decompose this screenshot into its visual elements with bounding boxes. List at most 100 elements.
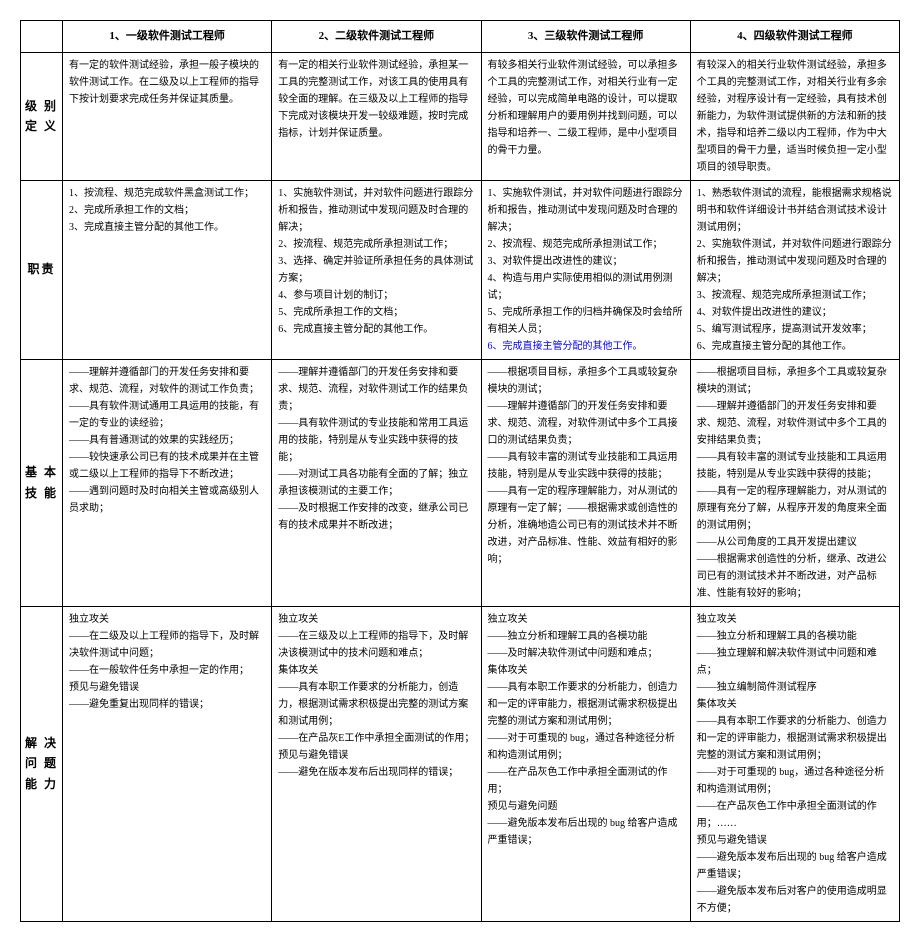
bs-c1-3: ——具有普通测试的效果的实践经历； bbox=[69, 432, 265, 449]
resp-c1-3: 3、完成直接主管分配的其他工作。 bbox=[69, 219, 265, 236]
solve-c2-t1: 独立攻关 bbox=[278, 611, 474, 628]
engineer-levels-table: 1、一级软件测试工程师 2、二级软件测试工程师 3、三级软件测试工程师 4、四级… bbox=[20, 20, 900, 922]
solve-c4-t3: 预见与避免错误 bbox=[697, 832, 893, 849]
header-level-2: 2、二级软件测试工程师 bbox=[272, 21, 481, 53]
solve-c4: 独立攻关 ——独立分析和理解工具的各模功能 ——独立理解和解决软件测试中问题和难… bbox=[690, 606, 899, 921]
bs-c4-3: ——具有较丰富的测试专业技能和工具运用技能，特别是从专业实践中获得的技能； bbox=[697, 449, 893, 483]
solve-c4-5: ——对于可重现的 bug，通过各种途径分析和构造测试用例； bbox=[697, 764, 893, 798]
row-basic-skill: 基 本 技 能 ——理解并遵循部门的开发任务安排和要求、规范、流程，对软件的测试… bbox=[21, 359, 900, 606]
basic-skill-c1: ——理解并遵循部门的开发任务安排和要求、规范、流程，对软件的测试工作负责； ——… bbox=[63, 359, 272, 606]
label-level-def: 级 别 定 义 bbox=[21, 52, 63, 180]
label-responsibility: 职责 bbox=[21, 180, 63, 359]
resp-c4-2: 2、实施软件测试，并对软件问题进行跟踪分析和报告，推动测试中发现问题及时合理的解… bbox=[697, 236, 893, 287]
solve-c1-t2: 预见与避免错误 bbox=[69, 679, 265, 696]
bs-c2-2: ——具有软件测试的专业技能和常用工具运用的技能，特别是从专业实践中获得的技能； bbox=[278, 415, 474, 466]
bs-c1-1: ——理解并遵循部门的开发任务安排和要求、规范、流程，对软件的测试工作负责； bbox=[69, 364, 265, 398]
resp-c2-1: 1、实施软件测试，并对软件问题进行跟踪分析和报告，推动测试中发现问题及时合理的解… bbox=[278, 185, 474, 236]
responsibility-c4: 1、熟悉软件测试的流程，能根据需求规格说明书和软件详细设计书并结合测试技术设计测… bbox=[690, 180, 899, 359]
bs-c4-2: ——理解并遵循部门的开发任务安排和要求、规范、流程，对软件测试中多个工具的安排结… bbox=[697, 398, 893, 449]
header-level-4: 4、四级软件测试工程师 bbox=[690, 21, 899, 53]
solve-c4-t2: 集体攻关 bbox=[697, 696, 893, 713]
solve-c3: 独立攻关 ——独立分析和理解工具的各模功能 ——及时解决软件测试中问题和难点； … bbox=[481, 606, 690, 921]
bs-c3-3: ——具有较丰富的测试专业技能和工具运用技能，特别是从专业实践中获得的技能； bbox=[488, 449, 684, 483]
resp-c3-4: 4、构造与用户实际使用相似的测试用例测试； bbox=[488, 270, 684, 304]
row-responsibility: 职责 1、按流程、规范完成软件黑盒测试工作； 2、完成所承担工作的文档； 3、完… bbox=[21, 180, 900, 359]
bs-c4-1: ——根据项目目标，承担多个工具或较复杂模块的测试； bbox=[697, 364, 893, 398]
resp-c4-6: 6、完成直接主管分配的其他工作。 bbox=[697, 338, 893, 355]
solve-c1-1: ——在二级及以上工程师的指导下，及时解决软件测试中问题； bbox=[69, 628, 265, 662]
basic-skill-c2: ——理解并遵循部门的开发任务安排和要求、规范、流程，对软件测试工作的结果负责； … bbox=[272, 359, 481, 606]
header-level-1: 1、一级软件测试工程师 bbox=[63, 21, 272, 53]
basic-skill-c4: ——根据项目目标，承担多个工具或较复杂模块的测试； ——理解并遵循部门的开发任务… bbox=[690, 359, 899, 606]
corner-cell bbox=[21, 21, 63, 53]
label-basic-skill: 基 本 技 能 bbox=[21, 359, 63, 606]
row-level-definition: 级 别 定 义 有一定的软件测试经验，承担一般子模块的软件测试工作。在二级及以上… bbox=[21, 52, 900, 180]
resp-c3-3: 3、对软件提出改进性的建议； bbox=[488, 253, 684, 270]
resp-c4-4: 4、对软件提出改进性的建议； bbox=[697, 304, 893, 321]
resp-c3-5: 5、完成所承担工作的归档并确保及时会给所有相关人员； bbox=[488, 304, 684, 338]
solve-c3-4: ——对于可重现的 bug，通过各种途径分析和构造测试用例； bbox=[488, 730, 684, 764]
resp-c3-1: 1、实施软件测试，并对软件问题进行跟踪分析和报告，推动测试中发现问题及时合理的解… bbox=[488, 185, 684, 236]
solve-c1-2: ——在一般软件任务中承担一定的作用； bbox=[69, 662, 265, 679]
resp-c2-4: 4、参与项目计划的制订； bbox=[278, 287, 474, 304]
solve-c3-t3: 预见与避免问题 bbox=[488, 798, 684, 815]
bs-c1-5: ——遇到问题时及时向相关主管或高级别人员求助； bbox=[69, 483, 265, 517]
bs-c3-2: ——理解并遵循部门的开发任务安排和要求、规范、流程，对软件测试中多个工具接口的测… bbox=[488, 398, 684, 449]
responsibility-c3: 1、实施软件测试，并对软件问题进行跟踪分析和报告，推动测试中发现问题及时合理的解… bbox=[481, 180, 690, 359]
solve-c4-4: ——具有本职工作要求的分析能力、创造力和一定的评审能力，根据测试需求积极提出完整… bbox=[697, 713, 893, 764]
resp-c4-1: 1、熟悉软件测试的流程，能根据需求规格说明书和软件详细设计书并结合测试技术设计测… bbox=[697, 185, 893, 236]
responsibility-c2: 1、实施软件测试，并对软件问题进行跟踪分析和报告，推动测试中发现问题及时合理的解… bbox=[272, 180, 481, 359]
resp-c1-1: 1、按流程、规范完成软件黑盒测试工作； bbox=[69, 185, 265, 202]
bs-c3-1: ——根据项目目标，承担多个工具或较复杂模块的测试； bbox=[488, 364, 684, 398]
bs-c4-4: ——具有一定的程序理解能力，对从测试的原理有充分了解，从程序开发的角度来全面的测… bbox=[697, 483, 893, 534]
solve-c2: 独立攻关 ——在三级及以上工程师的指导下，及时解决该模测试中的技术问题和难点； … bbox=[272, 606, 481, 921]
basic-skill-c3: ——根据项目目标，承担多个工具或较复杂模块的测试； ——理解并遵循部门的开发任务… bbox=[481, 359, 690, 606]
solve-c4-2: ——独立理解和解决软件测试中问题和难点； bbox=[697, 645, 893, 679]
solve-c2-t2: 集体攻关 bbox=[278, 662, 474, 679]
resp-c2-2: 2、按流程、规范完成所承担测试工作； bbox=[278, 236, 474, 253]
solve-c3-t2: 集体攻关 bbox=[488, 662, 684, 679]
solve-c1-3: ——避免重复出现同样的错误； bbox=[69, 696, 265, 713]
solve-c2-2: ——具有本职工作要求的分析能力，创造力，根据测试需求积极提出完整的测试方案和测试… bbox=[278, 679, 474, 730]
solve-c2-4: ——避免在版本发布后出现同样的错误； bbox=[278, 764, 474, 781]
header-row: 1、一级软件测试工程师 2、二级软件测试工程师 3、三级软件测试工程师 4、四级… bbox=[21, 21, 900, 53]
solve-c4-8: ——避免版本发布后对客户的使用造成明显不方便； bbox=[697, 883, 893, 917]
row-solve: 解 决 问 题 能 力 独立攻关 ——在二级及以上工程师的指导下，及时解决软件测… bbox=[21, 606, 900, 921]
solve-c3-1: ——独立分析和理解工具的各模功能 bbox=[488, 628, 684, 645]
solve-c3-2: ——及时解决软件测试中问题和难点； bbox=[488, 645, 684, 662]
solve-c3-3: ——具有本职工作要求的分析能力，创造力和一定的评审能力，根据测试需求积极提出完整… bbox=[488, 679, 684, 730]
resp-c4-3: 3、按流程、规范完成所承担测试工作； bbox=[697, 287, 893, 304]
bs-c4-6: ——根据需求创造性的分析，继承、改进公司已有的测试技术并不断改进，对产品标准、性… bbox=[697, 551, 893, 602]
solve-c3-t1: 独立攻关 bbox=[488, 611, 684, 628]
bs-c2-3: ——对测试工具各功能有全面的了解；独立承担该模测试的主要工作； bbox=[278, 466, 474, 500]
resp-c1-2: 2、完成所承担工作的文档； bbox=[69, 202, 265, 219]
bs-c3-4: ——具有一定的程序理解能力，对从测试的原理有一定了解；——根据需求或创造性的分析… bbox=[488, 483, 684, 568]
responsibility-c1: 1、按流程、规范完成软件黑盒测试工作； 2、完成所承担工作的文档； 3、完成直接… bbox=[63, 180, 272, 359]
solve-c1-t1: 独立攻关 bbox=[69, 611, 265, 628]
resp-c2-5: 5、完成所承担工作的文档； bbox=[278, 304, 474, 321]
solve-c4-t1: 独立攻关 bbox=[697, 611, 893, 628]
bs-c2-1: ——理解并遵循部门的开发任务安排和要求、规范、流程，对软件测试工作的结果负责； bbox=[278, 364, 474, 415]
resp-c3-2: 2、按流程、规范完成所承担测试工作； bbox=[488, 236, 684, 253]
resp-c4-5: 5、编写测试程序，提高测试开发效率； bbox=[697, 321, 893, 338]
level-def-c4: 有较深入的相关行业软件测试经验，承担多个工具的完整测试工作，对相关行业有多余经验… bbox=[690, 52, 899, 180]
label-solve: 解 决 问 题 能 力 bbox=[21, 606, 63, 921]
solve-c4-7: ——避免版本发布后出现的 bug 给客户造成严重错误； bbox=[697, 849, 893, 883]
bs-c2-4: ——及时根据工作安排的改变，继承公司已有的技术成果并不断改进； bbox=[278, 500, 474, 534]
solve-c2-1: ——在三级及以上工程师的指导下，及时解决该模测试中的技术问题和难点； bbox=[278, 628, 474, 662]
bs-c1-4: ——较快速承公司已有的技术成果并在主管或二级以上工程师的指导下不断改进； bbox=[69, 449, 265, 483]
level-def-c3: 有较多相关行业软件测试经验，可以承担多个工具的完整测试工作，对相关行业有一定经验… bbox=[481, 52, 690, 180]
level-def-c2: 有一定的相关行业软件测试经验，承担某一工具的完整测试工作，对该工具的使用具有较全… bbox=[272, 52, 481, 180]
solve-c4-1: ——独立分析和理解工具的各模功能 bbox=[697, 628, 893, 645]
header-level-3: 3、三级软件测试工程师 bbox=[481, 21, 690, 53]
resp-c3-6: 6、完成直接主管分配的其他工作。 bbox=[488, 338, 684, 355]
bs-c4-5: ——从公司角度的工具开发提出建议 bbox=[697, 534, 893, 551]
level-def-c1: 有一定的软件测试经验，承担一般子模块的软件测试工作。在二级及以上工程师的指导下按… bbox=[63, 52, 272, 180]
solve-c4-3: ——独立编制简件测试程序 bbox=[697, 679, 893, 696]
solve-c1: 独立攻关 ——在二级及以上工程师的指导下，及时解决软件测试中问题； ——在一般软… bbox=[63, 606, 272, 921]
solve-c4-6: ——在产品灰色工作中承担全面测试的作用；…… bbox=[697, 798, 893, 832]
solve-c2-3: ——在产品灰E工作中承担全面测试的作用； bbox=[278, 730, 474, 747]
resp-c2-6: 6、完成直接主管分配的其他工作。 bbox=[278, 321, 474, 338]
solve-c3-5: ——在产品灰色工作中承担全面测试的作用； bbox=[488, 764, 684, 798]
solve-c3-6: ——避免版本发布后出现的 bug 给客户造成严重错误； bbox=[488, 815, 684, 849]
